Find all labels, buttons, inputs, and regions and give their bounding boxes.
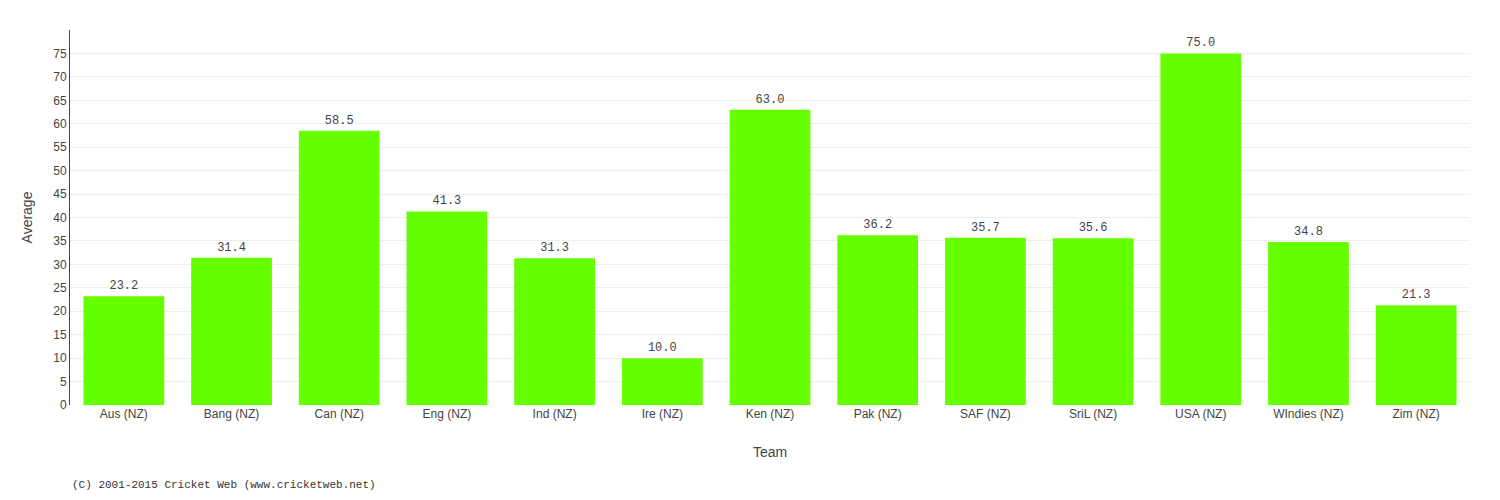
- svg-text:30: 30: [53, 258, 67, 272]
- svg-text:25: 25: [53, 281, 67, 295]
- svg-text:35.7: 35.7: [971, 221, 1000, 235]
- svg-text:50: 50: [53, 164, 67, 178]
- svg-text:Bang (NZ): Bang (NZ): [204, 407, 259, 421]
- svg-text:0: 0: [60, 398, 67, 412]
- svg-text:35.6: 35.6: [1079, 221, 1108, 235]
- svg-text:Eng (NZ): Eng (NZ): [423, 407, 472, 421]
- svg-text:15: 15: [53, 328, 67, 342]
- svg-text:Ind (NZ): Ind (NZ): [533, 407, 577, 421]
- svg-text:Ire (NZ): Ire (NZ): [642, 407, 683, 421]
- svg-text:58.5: 58.5: [325, 114, 354, 128]
- svg-text:31.4: 31.4: [217, 241, 246, 255]
- svg-text:70: 70: [53, 70, 67, 84]
- svg-text:36.2: 36.2: [863, 218, 892, 232]
- svg-text:Aus (NZ): Aus (NZ): [100, 407, 148, 421]
- svg-text:Ken (NZ): Ken (NZ): [746, 407, 795, 421]
- svg-text:10.0: 10.0: [648, 341, 677, 355]
- svg-text:Can (NZ): Can (NZ): [315, 407, 364, 421]
- svg-text:40: 40: [53, 211, 67, 225]
- svg-text:60: 60: [53, 117, 67, 131]
- svg-text:63.0: 63.0: [756, 93, 785, 107]
- svg-text:75.0: 75.0: [1186, 36, 1215, 50]
- svg-text:USA (NZ): USA (NZ): [1175, 407, 1226, 421]
- svg-text:SAF (NZ): SAF (NZ): [960, 407, 1011, 421]
- svg-text:(C) 2001-2015 Cricket Web (www: (C) 2001-2015 Cricket Web (www.cricketwe…: [72, 479, 376, 491]
- svg-text:SriL (NZ): SriL (NZ): [1069, 407, 1117, 421]
- svg-text:Pak (NZ): Pak (NZ): [854, 407, 902, 421]
- svg-text:31.3: 31.3: [540, 241, 569, 255]
- svg-text:23.2: 23.2: [109, 279, 138, 293]
- svg-text:65: 65: [53, 94, 67, 108]
- svg-text:Zim (NZ): Zim (NZ): [1392, 407, 1439, 421]
- svg-text:Average: Average: [19, 191, 35, 243]
- svg-text:75: 75: [53, 47, 67, 61]
- svg-text:Team: Team: [753, 444, 787, 460]
- svg-text:5: 5: [60, 375, 67, 389]
- svg-text:34.8: 34.8: [1294, 225, 1323, 239]
- svg-text:55: 55: [53, 140, 67, 154]
- svg-text:WIndies (NZ): WIndies (NZ): [1273, 407, 1344, 421]
- svg-text:35: 35: [53, 234, 67, 248]
- svg-text:45: 45: [53, 187, 67, 201]
- svg-text:41.3: 41.3: [433, 194, 462, 208]
- svg-text:10: 10: [53, 351, 67, 365]
- svg-text:20: 20: [53, 304, 67, 318]
- svg-text:21.3: 21.3: [1402, 288, 1431, 302]
